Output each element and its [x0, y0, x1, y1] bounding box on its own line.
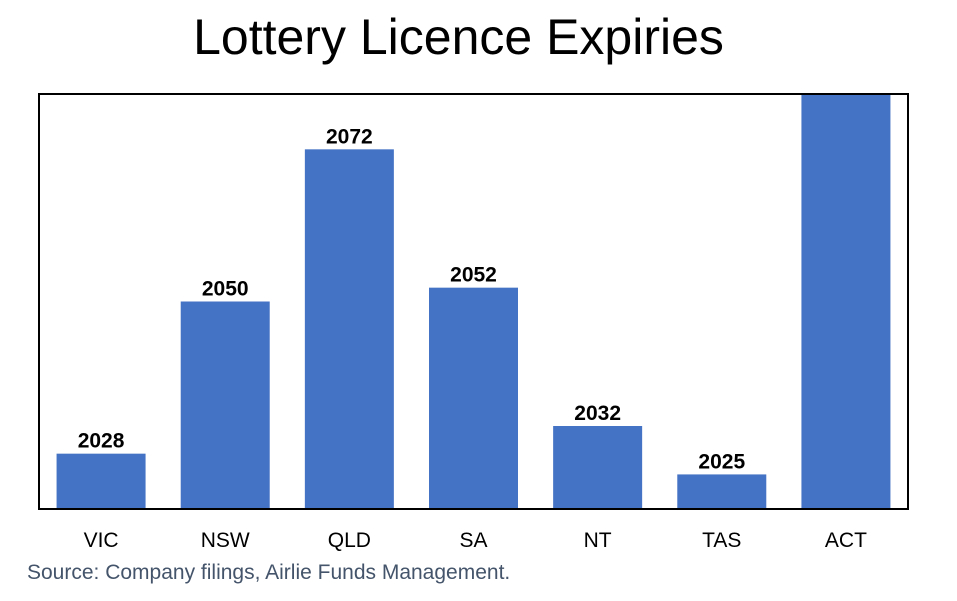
x-tick-label-nt: NT	[584, 529, 612, 552]
bar-tas	[677, 474, 767, 509]
data-label-nsw: 2050	[202, 278, 249, 301]
bar-nt	[553, 426, 643, 509]
data-label-qld: 2072	[326, 125, 373, 148]
data-label-sa: 2052	[450, 264, 497, 287]
x-tick-label-tas: TAS	[702, 529, 741, 552]
bar-nsw	[180, 301, 270, 509]
x-tick-label-qld: QLD	[328, 529, 371, 552]
plot-area-border	[38, 93, 909, 510]
data-label-nt: 2032	[574, 402, 621, 425]
bar-vic	[56, 453, 146, 509]
x-tick-label-nsw: NSW	[201, 529, 250, 552]
x-tick-label-sa: SA	[459, 529, 487, 552]
data-label-tas: 2025	[698, 450, 745, 473]
bar-act	[801, 94, 891, 509]
bar-qld	[304, 149, 394, 510]
chart-title: Lottery Licence Expiries	[193, 9, 724, 65]
source-note: Source: Company filings, Airlie Funds Ma…	[27, 561, 511, 584]
bar-sa	[429, 287, 518, 509]
x-tick-label-act: ACT	[825, 529, 867, 552]
x-tick-label-vic: VIC	[84, 529, 119, 552]
data-label-vic: 2028	[78, 430, 125, 453]
